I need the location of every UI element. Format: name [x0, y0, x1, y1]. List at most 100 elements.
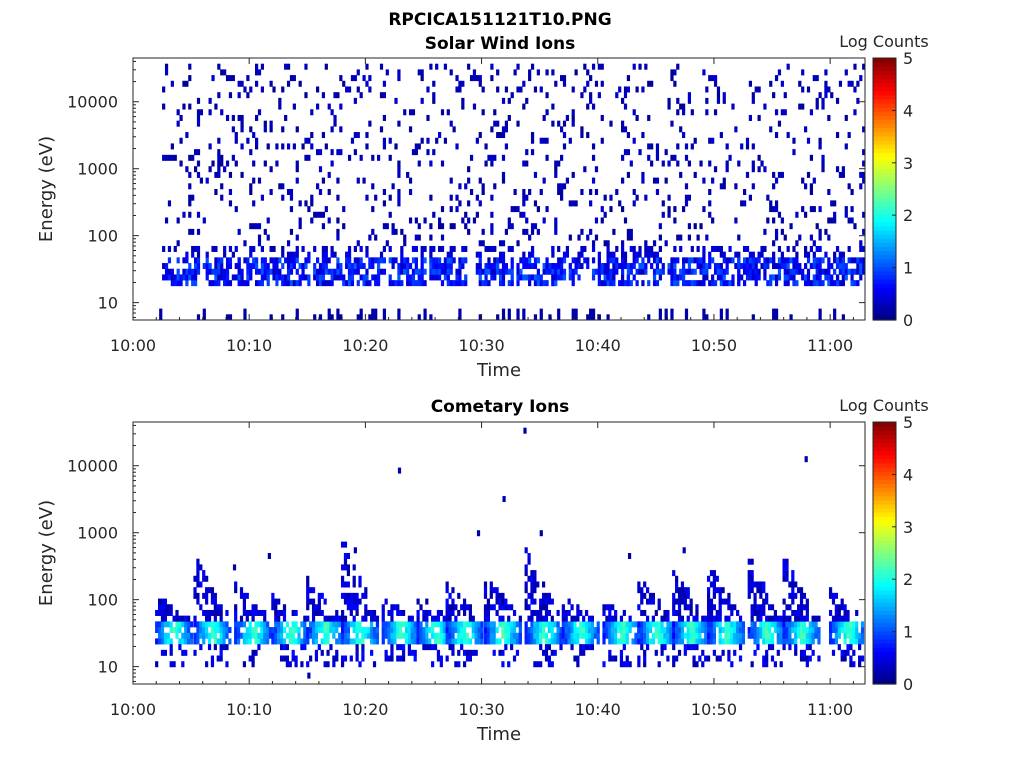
heatmap-cell: [785, 564, 789, 571]
heatmap-cell: [346, 632, 350, 639]
colorbar-segment: [873, 283, 896, 288]
heatmap-cell: [806, 86, 811, 93]
heatmap-cell: [196, 263, 201, 270]
heatmap-cell: [345, 86, 349, 93]
heatmap-cell: [407, 627, 411, 634]
heatmap-cell: [317, 598, 321, 605]
heatmap-cell: [718, 592, 722, 599]
colorbar-segment: [873, 213, 896, 219]
heatmap-cell: [770, 604, 775, 611]
heatmap-cell: [159, 308, 163, 315]
heatmap-cell: [602, 661, 606, 668]
heatmap-cell: [317, 609, 321, 616]
heatmap-cell: [716, 86, 721, 93]
heatmap-cell: [346, 621, 350, 628]
heatmap-cell: [448, 632, 452, 639]
heatmap-cell: [525, 149, 529, 156]
heatmap-cell: [611, 655, 615, 662]
heatmap-cell: [638, 149, 642, 156]
heatmap-cell: [248, 655, 252, 662]
heatmap-cell: [811, 621, 815, 628]
heatmap-cell: [413, 649, 417, 656]
heatmap-cell: [641, 171, 645, 178]
heatmap-cell: [718, 587, 722, 594]
heatmap-cell: [407, 615, 411, 622]
heatmap-cell: [188, 63, 192, 70]
heatmap-cell: [812, 274, 816, 281]
heatmap-cell: [660, 627, 664, 634]
heatmap-cell: [362, 274, 366, 281]
heatmap-cell: [443, 257, 448, 264]
heatmap-cell: [798, 103, 802, 110]
heatmap-cell: [260, 86, 265, 93]
heatmap-cell: [628, 621, 632, 628]
heatmap-cell: [449, 257, 453, 264]
heatmap-cell: [481, 228, 485, 235]
heatmap-cell: [266, 627, 270, 634]
heatmap-cell: [169, 638, 173, 645]
heatmap-cell: [501, 649, 505, 656]
heatmap-cell: [439, 661, 443, 668]
colorbar-segment: [873, 143, 896, 149]
heatmap-cell: [849, 638, 853, 645]
heatmap-cell: [817, 632, 821, 639]
colorbar-segment: [873, 475, 896, 480]
heatmap-cell: [693, 280, 697, 287]
heatmap-cell: [590, 615, 594, 622]
heatmap-cell: [223, 69, 227, 76]
heatmap-cell: [213, 621, 217, 628]
heatmap-cell: [202, 570, 206, 577]
heatmap-cell: [808, 627, 812, 634]
heatmap-cell: [266, 632, 270, 639]
heatmap-cell: [355, 632, 359, 639]
heatmap-cell: [452, 257, 456, 264]
heatmap-cell: [292, 257, 296, 264]
heatmap-cell: [311, 598, 316, 605]
heatmap-cell: [166, 621, 170, 628]
heatmap-cell: [762, 632, 766, 639]
heatmap-cell: [414, 263, 418, 270]
heatmap-cell: [850, 274, 854, 281]
heatmap-cell: [757, 166, 761, 173]
heatmap-cell: [562, 143, 567, 150]
heatmap-cell: [696, 245, 700, 252]
heatmap-cell: [365, 245, 369, 252]
heatmap-cell: [727, 621, 731, 628]
heatmap-cell: [844, 268, 848, 275]
heatmap-cell: [843, 649, 847, 656]
heatmap-cell: [417, 69, 421, 76]
colorbar-segment: [873, 507, 896, 513]
heatmap-cell: [286, 80, 291, 87]
heatmap-cell: [718, 638, 722, 645]
heatmap-cell: [478, 314, 482, 321]
heatmap-cell: [217, 149, 221, 156]
heatmap-cell: [772, 206, 776, 213]
heatmap-cell: [550, 649, 554, 656]
heatmap-cell: [286, 251, 291, 258]
heatmap-cell: [493, 268, 497, 275]
heatmap-cell: [285, 632, 289, 639]
heatmap-cell: [364, 632, 368, 639]
heatmap-cell: [817, 655, 821, 662]
colorbar-segment: [873, 127, 896, 133]
heatmap-cell: [539, 632, 543, 639]
heatmap-cell: [458, 314, 462, 321]
heatmap-cell: [166, 632, 170, 639]
heatmap-cell: [484, 143, 488, 150]
heatmap-cell: [616, 627, 621, 634]
colorbar-segment: [873, 107, 896, 112]
heatmap-cell: [489, 627, 493, 634]
heatmap-cell: [335, 655, 339, 662]
heatmap-cell: [828, 587, 833, 594]
heatmap-cell: [748, 194, 753, 201]
heatmap-cell: [355, 627, 359, 634]
heatmap-cell: [536, 206, 540, 213]
heatmap-cell: [772, 263, 776, 270]
heatmap-cell: [431, 627, 435, 634]
heatmap-cell: [458, 268, 462, 275]
heatmap-cell: [205, 621, 209, 628]
heatmap-cell: [844, 114, 848, 121]
heatmap-cell: [160, 638, 165, 645]
heatmap-cell: [619, 655, 624, 662]
heatmap-cell: [856, 263, 860, 270]
